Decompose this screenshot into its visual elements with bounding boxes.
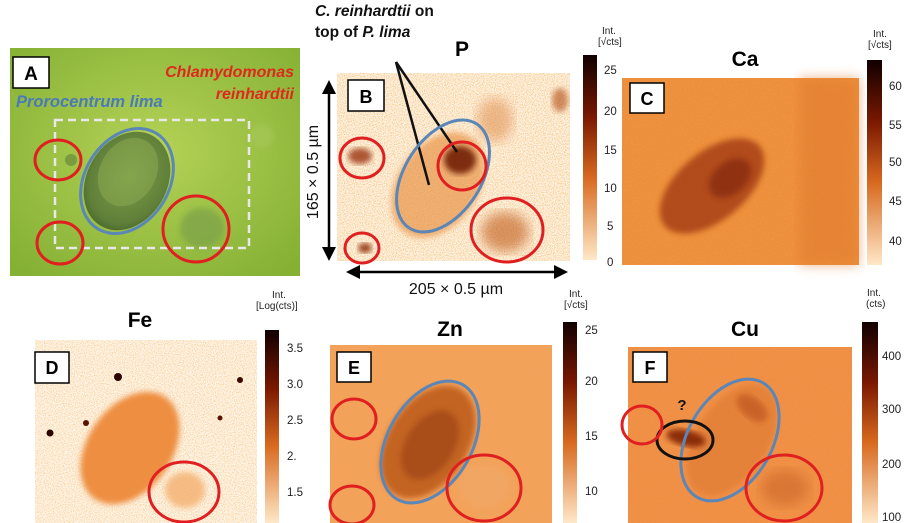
dim-arrow-horizontal [346, 265, 568, 279]
plima-outline [79, 127, 175, 235]
colorbar-tick: 20 [604, 106, 617, 118]
red-circle [469, 196, 545, 264]
colorbar [867, 60, 882, 265]
scan-area-box [53, 118, 251, 250]
red-circle [343, 231, 381, 265]
colorbar-tick: 2.5 [287, 415, 303, 427]
colorbar-tick: 0 [607, 257, 613, 269]
panel-letter-box [632, 351, 668, 383]
element-title: Ca [732, 48, 759, 71]
panel-f: Cu ? F Int. (cts) 400 300 200 100 [620, 288, 901, 523]
panel-letter: E [348, 358, 360, 378]
colorbar-tick: 2. [287, 451, 297, 463]
colorbar-tick: 15 [604, 145, 617, 157]
colorbar-tick: 200 [882, 459, 901, 471]
red-circle [445, 453, 523, 523]
colorbar-tick: 100 [882, 512, 901, 523]
panel-letter: B [360, 87, 373, 107]
colorbar-unit-2: [Log(cts)] [256, 301, 298, 312]
colorbar-tick: 10 [585, 486, 598, 498]
colorbar-unit-1: Int. [867, 288, 881, 299]
colorbar [265, 330, 279, 523]
label-reinhardtii: reinhardtii [216, 86, 295, 103]
red-circle [328, 484, 376, 523]
colorbar-tick: 55 [889, 120, 902, 132]
dim-vertical-label: 165 × 0.5 µm [305, 125, 322, 219]
colorbar-tick: 300 [882, 404, 901, 416]
colorbar-unit-1: Int. [272, 290, 286, 301]
colorbar-unit-1: Int. [873, 29, 887, 40]
element-title: Cu [731, 318, 759, 341]
panel-letter: A [24, 64, 38, 85]
colorbar-tick: 3.0 [287, 379, 303, 391]
black-circle [655, 419, 715, 461]
element-title: P [455, 38, 469, 61]
colorbar-unit-2: (cts) [866, 299, 885, 310]
panel-letter: C [641, 89, 654, 109]
plima-outline [395, 118, 491, 234]
colorbar-tick: 15 [585, 431, 598, 443]
colorbar-tick: 60 [889, 81, 902, 93]
element-title: Fe [128, 309, 153, 332]
colorbar-tick: 40 [889, 236, 902, 248]
colorbar-unit-2: [√cts] [564, 299, 588, 311]
annotation-plima: P. lima [362, 24, 410, 41]
colorbar-tick: 3.5 [287, 343, 303, 355]
panel-letter-box [336, 351, 372, 383]
red-circle [33, 138, 83, 182]
red-circle [436, 140, 488, 192]
colorbar-tick: 5 [607, 221, 613, 233]
colorbar [862, 322, 878, 523]
label-prorocentrum: Prorocentrum lima [16, 93, 163, 111]
colorbar [583, 55, 597, 260]
red-circle [744, 453, 824, 523]
colorbar [563, 322, 577, 523]
question-mark: ? [677, 397, 686, 414]
red-circle [161, 194, 231, 264]
red-circle [620, 404, 664, 446]
panel-letter-box [347, 79, 385, 112]
colorbar-tick: 10 [604, 183, 617, 195]
colorbar-tick: 50 [889, 157, 902, 169]
red-circle [330, 397, 378, 441]
panel-b: C. reinhardtii on top of P. lima P B 165… [305, 3, 622, 298]
colorbar-tick: 25 [585, 325, 598, 337]
label-chlamydomonas: Chlamydomonas [165, 64, 294, 81]
colorbar-unit-1: Int. [602, 26, 616, 37]
colorbar-tick: 1.5 [287, 487, 303, 499]
colorbar-tick: 45 [889, 196, 902, 208]
dim-horizontal-label: 205 × 0.5 µm [409, 281, 503, 298]
red-circle [338, 136, 386, 180]
panel-letter-box [34, 351, 70, 384]
panel-letter: F [645, 358, 656, 378]
annotation-line1: C. reinhardtii on [315, 3, 434, 20]
cu-outline [679, 377, 781, 503]
colorbar-unit-1: Int. [569, 289, 583, 300]
panel-a: A Prorocentrum lima Chlamydomonas reinha… [10, 48, 300, 276]
panel-d: Fe D Int. [Log(cts)] 3.5 3.0 2.5 2. 1.5 [34, 290, 303, 523]
annotation-prefix: top of [315, 24, 362, 41]
red-circle [147, 460, 221, 523]
dim-arrow-vertical [322, 80, 336, 261]
colorbar-tick: 400 [882, 351, 901, 363]
annotation-on: on [411, 3, 434, 20]
red-circle [35, 220, 85, 266]
zn-outline [379, 379, 481, 505]
colorbar-unit-2: [√cts] [868, 39, 892, 51]
colorbar-tick: 25 [604, 65, 617, 77]
annotation-species: C. reinhardtii [315, 3, 411, 20]
panel-c: Ca C Int. [√cts] 60 55 50 45 40 [622, 29, 902, 265]
panel-letter-box [629, 82, 665, 114]
annotation-line2: top of P. lima [315, 24, 411, 41]
panel-letter: D [46, 358, 59, 378]
colorbar-unit-2: [√cts] [598, 36, 622, 48]
element-title: Zn [437, 318, 463, 341]
colorbar-tick: 20 [585, 376, 598, 388]
panel-letter-box [12, 56, 50, 89]
panel-e: Zn E Int. [√cts] 25 20 15 10 [328, 289, 598, 523]
